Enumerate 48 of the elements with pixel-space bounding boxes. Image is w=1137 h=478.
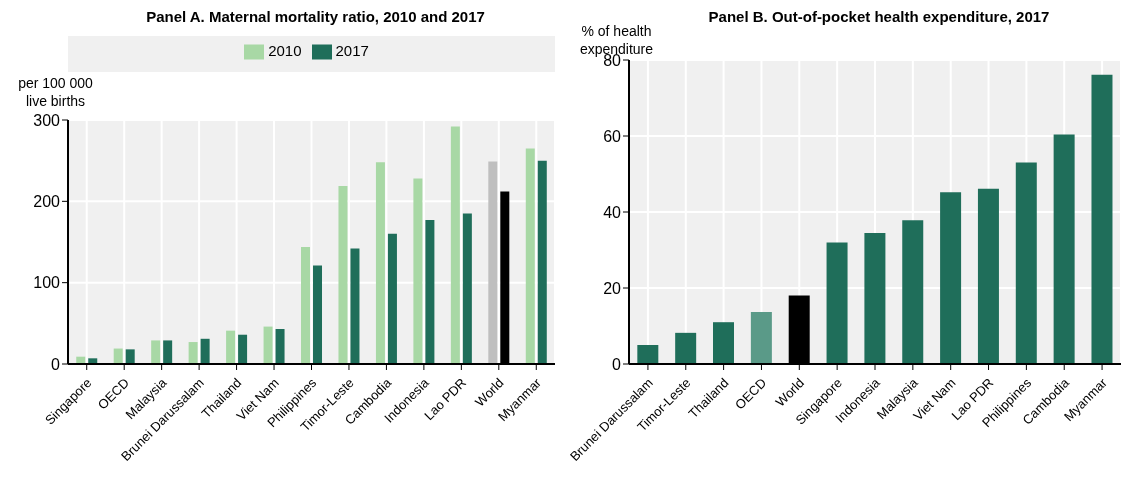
bar bbox=[226, 330, 236, 364]
bar bbox=[1091, 74, 1113, 364]
y-tick-label: 60 bbox=[603, 127, 622, 145]
bar bbox=[713, 322, 735, 364]
bar bbox=[350, 248, 360, 364]
bar bbox=[238, 334, 248, 364]
bar bbox=[125, 349, 135, 364]
bar bbox=[450, 126, 460, 364]
bar bbox=[313, 265, 323, 364]
bar bbox=[151, 340, 161, 364]
bar bbox=[301, 246, 311, 364]
y-tick-label: 0 bbox=[612, 355, 622, 373]
bar bbox=[864, 232, 886, 364]
y-tick-label: 40 bbox=[603, 203, 622, 221]
bar bbox=[200, 338, 210, 364]
bar bbox=[387, 233, 397, 364]
y-tick-label: 20 bbox=[603, 279, 622, 297]
chart-title: Panel A. Maternal mortality ratio, 2010 and 2017 bbox=[145, 8, 486, 27]
bar bbox=[425, 220, 435, 364]
bar bbox=[263, 326, 273, 364]
bar bbox=[637, 345, 659, 364]
chart-title: Panel B. Out-of-pocket health expenditure, 2017 bbox=[708, 8, 1050, 25]
bar bbox=[462, 213, 472, 364]
y-tick-label: 0 bbox=[51, 355, 61, 373]
y-axis-title: per 100 000 live births bbox=[17, 74, 94, 110]
bar bbox=[163, 340, 173, 364]
bar bbox=[375, 162, 385, 364]
bar bbox=[902, 220, 924, 364]
bar bbox=[977, 188, 999, 364]
bar bbox=[1015, 162, 1037, 364]
y-tick-label: 200 bbox=[33, 193, 61, 211]
bar bbox=[675, 332, 697, 364]
legend-label: 2010 bbox=[268, 42, 302, 59]
bar bbox=[488, 161, 498, 364]
bar bbox=[188, 342, 198, 364]
bar bbox=[413, 178, 423, 364]
bar bbox=[338, 185, 348, 364]
bar bbox=[275, 329, 285, 364]
bar bbox=[113, 348, 123, 364]
bar bbox=[525, 148, 535, 364]
y-tick-label: 300 bbox=[33, 111, 61, 129]
bar bbox=[750, 311, 772, 364]
bar bbox=[940, 192, 962, 364]
bar bbox=[826, 242, 848, 364]
y-tick-label: 100 bbox=[33, 274, 61, 292]
bar bbox=[1053, 134, 1075, 364]
bar bbox=[537, 160, 547, 364]
legend-label: 2017 bbox=[335, 42, 369, 59]
